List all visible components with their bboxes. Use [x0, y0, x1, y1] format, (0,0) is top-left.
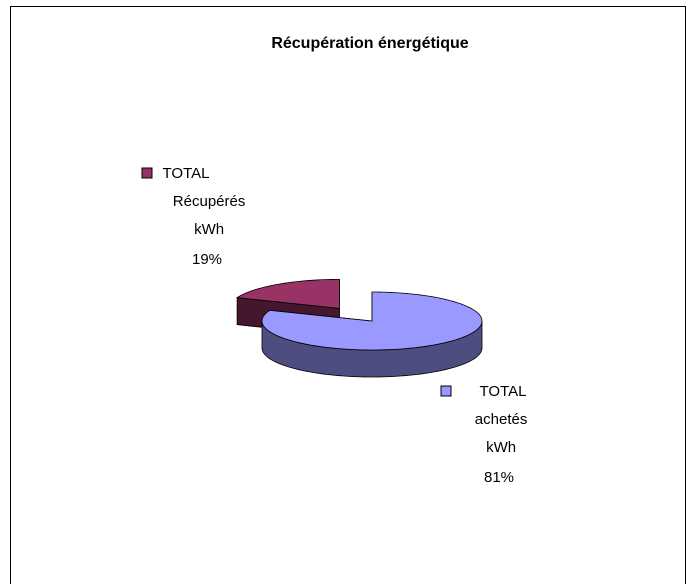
- pie-slice: [261, 291, 483, 378]
- chart-frame: [10, 6, 686, 584]
- chart-title: Récupération énergétique: [271, 35, 468, 52]
- data-label-value: 81%: [484, 469, 514, 486]
- data-label-value: 19%: [192, 251, 222, 268]
- data-label-name: TOTAL achetés kWh: [471, 383, 528, 456]
- legend-swatch: [141, 167, 153, 179]
- legend-swatch: [440, 385, 452, 397]
- data-label-name: TOTAL Récupérés kWh: [163, 165, 246, 238]
- slice-top: [235, 278, 340, 309]
- slice-top: [261, 291, 483, 351]
